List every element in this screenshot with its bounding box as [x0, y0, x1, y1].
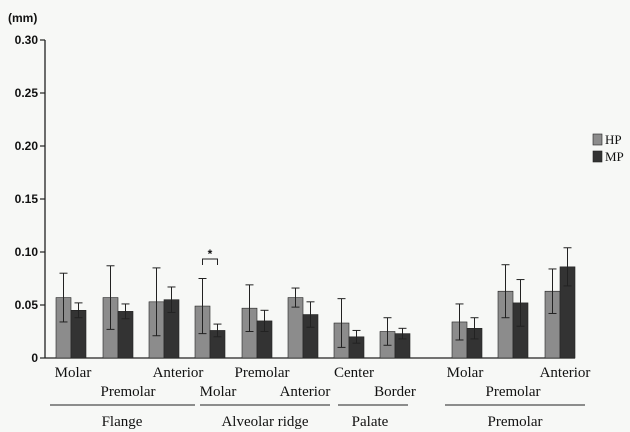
legend-label: MP [605, 149, 624, 164]
category-label: Anterior [280, 384, 331, 400]
y-tick-label: 0.20 [15, 139, 39, 153]
y-tick-label: 0.25 [15, 86, 39, 100]
legend: HP MP [592, 132, 624, 164]
group-label: Premolar [488, 414, 543, 430]
y-tick-label: 0.05 [15, 298, 39, 312]
category-label: Center [334, 365, 374, 381]
category-label: Anterior [153, 365, 204, 381]
y-unit-label: (mm) [8, 11, 37, 25]
category-label: Premolar [235, 365, 290, 381]
y-tick-label: 0.15 [15, 192, 39, 206]
bars [55, 247, 576, 359]
group-label: Palate [352, 414, 389, 430]
category-label: Molar [55, 365, 92, 381]
category-label: Molar [200, 384, 237, 400]
y-tick-label: 0.30 [15, 33, 39, 47]
group-label: Alveolar ridge [221, 414, 308, 430]
category-labels: MolarPremolarAnteriorMolarPremolarAnteri… [55, 365, 591, 400]
legend-swatch [592, 133, 603, 146]
category-label: Anterior [540, 365, 591, 381]
y-tick-label: 0.10 [15, 245, 39, 259]
legend-swatch [592, 150, 603, 163]
category-label: Molar [447, 365, 484, 381]
group-label: Flange [102, 414, 143, 430]
y-axis: (mm) 0 0.05 0.10 0.15 0.20 0.25 0.30 [8, 11, 575, 365]
category-label: Premolar [486, 384, 541, 400]
y-tick-label: 0 [31, 351, 38, 365]
significance-mark: * [208, 247, 213, 261]
category-label: Premolar [101, 384, 156, 400]
legend-label: HP [605, 132, 622, 147]
significance-bracket [202, 258, 218, 265]
group-labels: Flange Alveolar ridge Palate Premolar [50, 404, 585, 430]
category-label: Border [374, 384, 416, 400]
annotations: * [202, 247, 218, 265]
